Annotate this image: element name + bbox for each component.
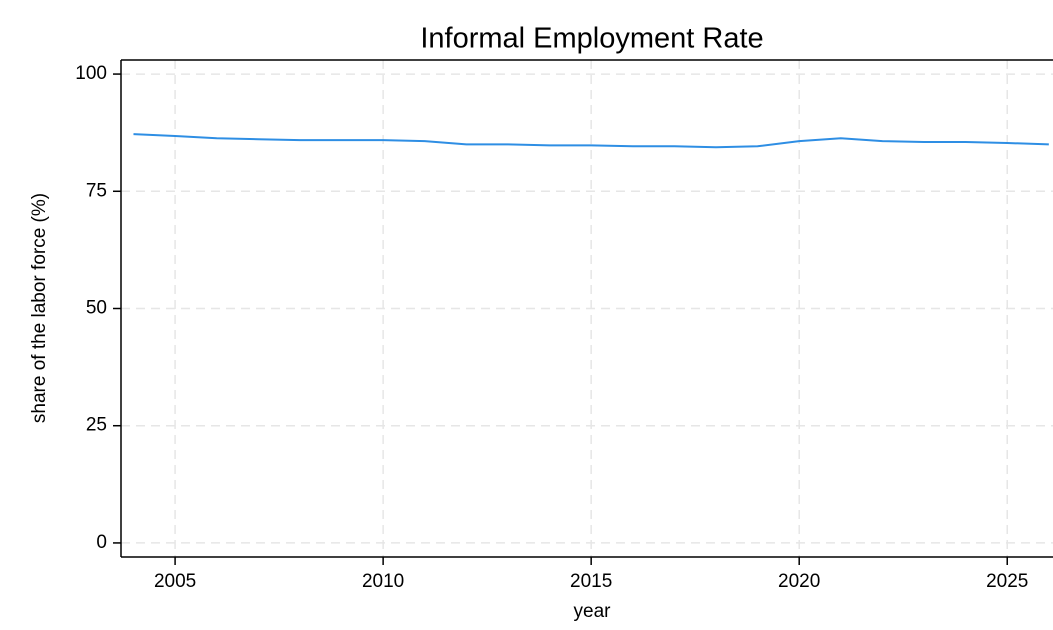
y-tick-label: 0 — [96, 532, 107, 553]
x-tick-label: 2010 — [362, 571, 404, 592]
x-axis-label: year — [574, 601, 612, 622]
y-tick-label: 25 — [86, 415, 107, 436]
x-tick-label: 2005 — [154, 571, 196, 592]
x-tick-label: 2020 — [778, 571, 820, 592]
y-axis-label: share of the labor force (%) — [29, 193, 50, 423]
x-tick-label: 2025 — [986, 571, 1028, 592]
y-tick-label: 75 — [86, 180, 107, 201]
x-tick-label: 2015 — [570, 571, 612, 592]
data-line — [133, 133, 1049, 149]
y-tick-label: 50 — [86, 298, 107, 319]
chart-title: Informal Employment Rate — [420, 23, 763, 55]
y-tick-label: 100 — [75, 63, 107, 84]
